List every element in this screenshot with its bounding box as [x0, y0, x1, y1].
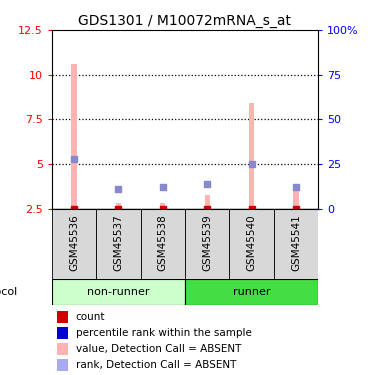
Bar [293, 189, 299, 209]
Text: GSM45540: GSM45540 [246, 214, 257, 271]
Bar [185, 279, 318, 305]
Bar [205, 195, 210, 209]
Bar [52, 279, 185, 305]
Text: GSM45537: GSM45537 [113, 214, 124, 271]
Text: value, Detection Call = ABSENT: value, Detection Call = ABSENT [76, 344, 241, 354]
Bar [57, 327, 68, 339]
Bar [229, 209, 274, 279]
Point [115, 186, 121, 192]
Text: GSM45541: GSM45541 [291, 214, 301, 271]
Point [204, 206, 210, 212]
Point [71, 156, 77, 162]
Point [71, 206, 77, 212]
Bar [274, 209, 318, 279]
Bar [116, 204, 121, 209]
Text: GSM45538: GSM45538 [158, 214, 168, 271]
Text: count: count [76, 312, 105, 322]
Bar [249, 104, 254, 209]
Bar [141, 209, 185, 279]
Text: rank, Detection Call = ABSENT: rank, Detection Call = ABSENT [76, 360, 236, 370]
Point [249, 206, 255, 212]
Bar [160, 204, 165, 209]
Point [249, 161, 255, 167]
Point [160, 206, 166, 212]
Text: protocol: protocol [0, 287, 17, 297]
Point [293, 184, 299, 190]
Bar [52, 209, 96, 279]
Text: GSM45536: GSM45536 [69, 214, 79, 271]
Bar [57, 311, 68, 323]
Point [115, 206, 121, 212]
Point [160, 184, 166, 190]
Text: non-runner: non-runner [87, 287, 149, 297]
Title: GDS1301 / M10072mRNA_s_at: GDS1301 / M10072mRNA_s_at [78, 13, 292, 28]
Text: runner: runner [233, 287, 270, 297]
Bar [57, 343, 68, 355]
Bar [57, 359, 68, 370]
Bar [185, 209, 229, 279]
Text: percentile rank within the sample: percentile rank within the sample [76, 328, 252, 338]
Bar [96, 209, 141, 279]
Bar [71, 64, 77, 209]
Point [293, 206, 299, 212]
Point [204, 181, 210, 187]
Text: GSM45539: GSM45539 [202, 214, 212, 271]
